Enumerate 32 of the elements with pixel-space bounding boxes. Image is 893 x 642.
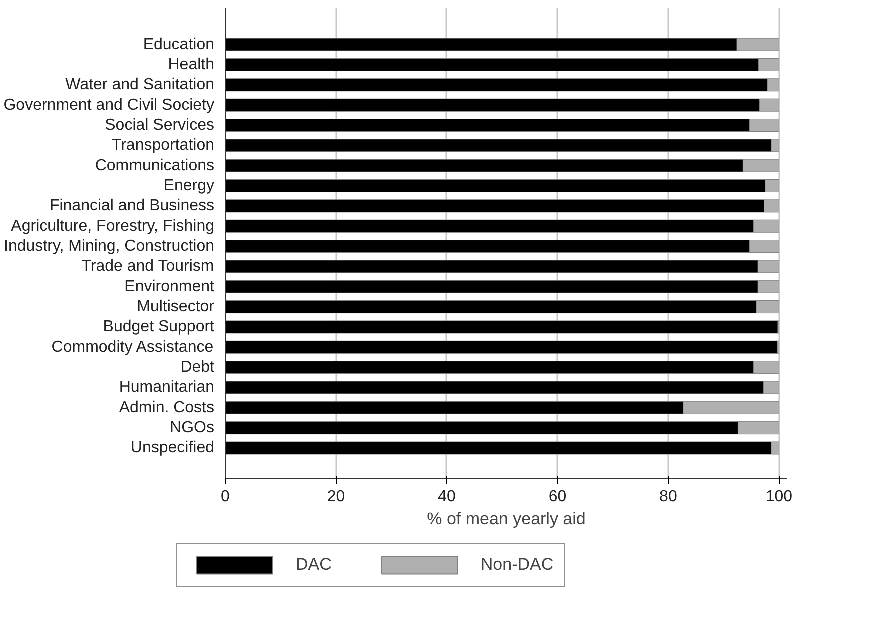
y-tick-label: Trade and Tourism: [82, 258, 214, 276]
y-tick-label: Energy: [164, 178, 215, 195]
bar: [226, 320, 778, 334]
y-tick-label: NGOs: [170, 420, 215, 437]
x-tick-label: 20: [327, 488, 346, 506]
y-tick-label: Financial and Business: [50, 198, 215, 215]
y-tick-label: Communications: [95, 157, 214, 174]
legend-label: DAC: [296, 555, 332, 575]
x-tick-label: 60: [548, 488, 567, 506]
y-tick-label: Education: [143, 36, 215, 54]
y-tick-label: Agriculture, Forestry, Fishing: [11, 218, 215, 235]
y-tick-label: Environment: [124, 278, 216, 296]
y-tick-label: Commodity Assistance: [52, 338, 214, 356]
x-tick-label: 40: [438, 488, 456, 506]
y-tick-label: Health: [168, 56, 214, 74]
y-tick-label: Humanitarian: [119, 379, 214, 396]
y-tick-label: Admin. Costs: [119, 399, 214, 416]
y-tick-label: Unspecified: [130, 440, 215, 457]
y-tick-label: Budget Support: [103, 318, 216, 336]
x-tick-label: 0: [221, 488, 230, 506]
legend-label: Non-DAC: [480, 555, 554, 575]
y-tick-label: Water and Sanitation: [66, 76, 214, 94]
x-tick-label: 80: [660, 488, 678, 506]
y-tick-label: Debt: [180, 359, 216, 376]
y-tick-label: Transportation: [112, 137, 215, 154]
bar: [226, 340, 778, 354]
y-tick-label: Multisector: [137, 298, 216, 316]
x-axis-title: % of mean yearly aid: [427, 510, 586, 528]
y-tick-label: Industry, Mining, Construction: [4, 238, 215, 256]
x-tick-label: 100: [766, 488, 793, 506]
y-tick-label: Social Services: [105, 116, 214, 134]
y-tick-label: Government and Civil Society: [4, 96, 215, 114]
